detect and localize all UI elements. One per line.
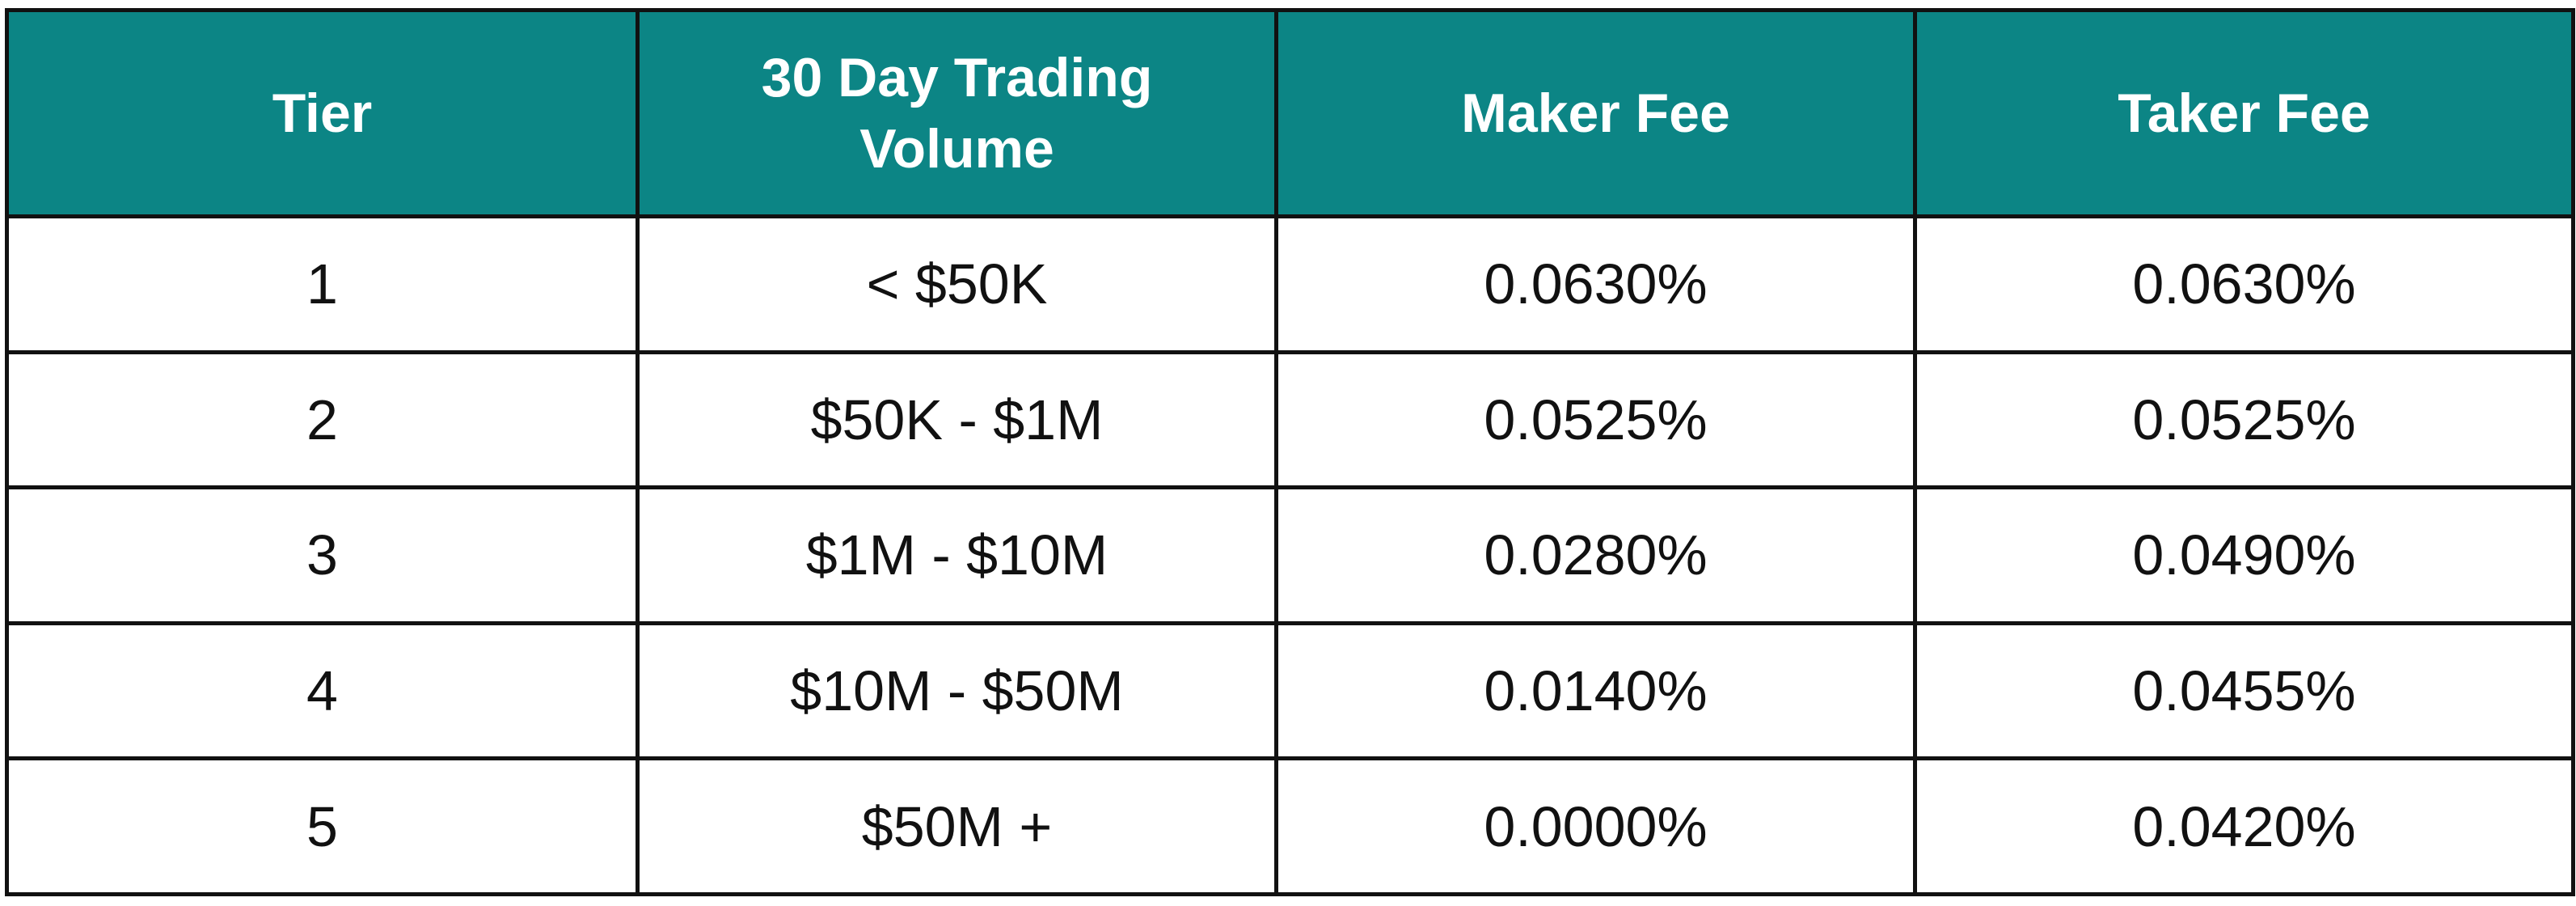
header-maker-fee: Maker Fee <box>1274 8 1917 218</box>
table-row: 1 < $50K 0.0630% 0.0630% <box>5 214 2575 354</box>
cell-maker-fee: 0.0280% <box>1274 485 1917 625</box>
table-body: 1 < $50K 0.0630% 0.0630% 2 $50K - $1M 0.… <box>5 214 2575 896</box>
cell-taker-fee: 0.0630% <box>1913 214 2575 354</box>
table-row: 3 $1M - $10M 0.0280% 0.0490% <box>5 485 2575 625</box>
cell-trading-volume: $10M - $50M <box>636 620 1278 761</box>
table-row: 4 $10M - $50M 0.0140% 0.0455% <box>5 620 2575 761</box>
cell-taker-fee: 0.0490% <box>1913 485 2575 625</box>
cell-maker-fee: 0.0000% <box>1274 756 1917 896</box>
cell-trading-volume: $1M - $10M <box>636 485 1278 625</box>
table-row: 5 $50M + 0.0000% 0.0420% <box>5 756 2575 896</box>
cell-taker-fee: 0.0525% <box>1913 349 2575 490</box>
table-row: 2 $50K - $1M 0.0525% 0.0525% <box>5 349 2575 490</box>
cell-maker-fee: 0.0630% <box>1274 214 1917 354</box>
cell-maker-fee: 0.0140% <box>1274 620 1917 761</box>
cell-tier: 5 <box>5 756 640 896</box>
header-trading-volume-line1: 30 Day Trading <box>761 47 1153 108</box>
table-header: Tier 30 Day Trading Volume Maker Fee Tak… <box>5 8 2575 218</box>
cell-trading-volume: $50K - $1M <box>636 349 1278 490</box>
cell-trading-volume: < $50K <box>636 214 1278 354</box>
header-tier: Tier <box>5 8 640 218</box>
header-taker-fee: Taker Fee <box>1913 8 2575 218</box>
cell-trading-volume: $50M + <box>636 756 1278 896</box>
cell-tier: 3 <box>5 485 640 625</box>
cell-tier: 1 <box>5 214 640 354</box>
cell-tier: 2 <box>5 349 640 490</box>
header-trading-volume-line2: Volume <box>859 118 1054 180</box>
cell-taker-fee: 0.0420% <box>1913 756 2575 896</box>
cell-maker-fee: 0.0525% <box>1274 349 1917 490</box>
cell-tier: 4 <box>5 620 640 761</box>
fee-tier-table: Tier 30 Day Trading Volume Maker Fee Tak… <box>5 8 2575 896</box>
header-trading-volume: 30 Day Trading Volume <box>636 8 1278 218</box>
header-row: Tier 30 Day Trading Volume Maker Fee Tak… <box>5 8 2575 218</box>
cell-taker-fee: 0.0455% <box>1913 620 2575 761</box>
